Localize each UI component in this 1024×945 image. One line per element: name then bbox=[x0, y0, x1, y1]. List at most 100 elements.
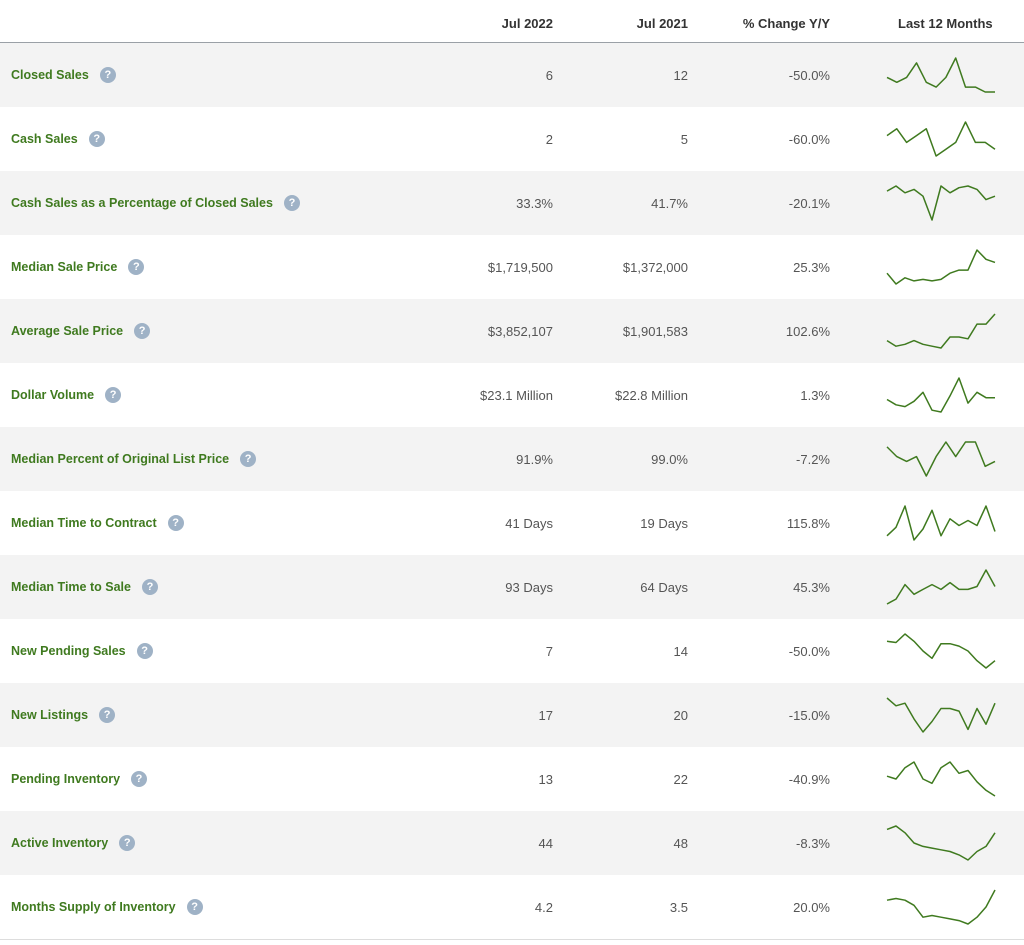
table-row: Median Time to Sale? 93 Days 64 Days 45.3% bbox=[0, 555, 1024, 619]
prior-value: 3.5 bbox=[669, 899, 688, 915]
metric-name-cell: Median Sale Price? bbox=[11, 235, 145, 299]
prior-value: $1,372,000 bbox=[622, 259, 688, 275]
metric-label: Dollar Volume bbox=[11, 388, 95, 402]
prior-value: 19 Days bbox=[640, 515, 688, 531]
sparkline-series bbox=[886, 633, 996, 669]
help-icon[interactable]: ? bbox=[99, 707, 116, 723]
metric-name-cell: New Listings? bbox=[11, 683, 116, 747]
current-value: 93 Days bbox=[505, 579, 553, 595]
metric-label: Median Sale Price bbox=[11, 260, 118, 274]
metric-name-cell: New Pending Sales? bbox=[11, 619, 153, 683]
prior-value: 14 bbox=[673, 643, 688, 659]
column-header-change: % Change Y/Y bbox=[742, 16, 830, 31]
current-value: $1,719,500 bbox=[487, 259, 553, 275]
trend-sparkline bbox=[886, 505, 996, 541]
change-value: 102.6% bbox=[785, 323, 830, 339]
metric-name-cell: Median Time to Contract? bbox=[11, 491, 184, 555]
metric-label: New Listings bbox=[11, 708, 89, 722]
table-bottom-divider bbox=[0, 939, 1024, 940]
current-value: 7 bbox=[545, 643, 553, 659]
current-value: 4.2 bbox=[534, 899, 553, 915]
sparkline-series bbox=[886, 505, 996, 541]
help-icon[interactable]: ? bbox=[119, 835, 136, 851]
sparkline-series bbox=[886, 761, 996, 797]
metric-name-cell: Average Sale Price? bbox=[11, 299, 151, 363]
metric-label: Median Percent of Original List Price bbox=[11, 452, 230, 466]
change-value: 20.0% bbox=[793, 899, 830, 915]
help-icon[interactable]: ? bbox=[136, 643, 153, 659]
help-icon[interactable]: ? bbox=[131, 771, 148, 787]
current-value: 13 bbox=[538, 771, 553, 787]
help-icon[interactable]: ? bbox=[283, 195, 300, 211]
change-value: -40.9% bbox=[788, 771, 830, 787]
trend-sparkline bbox=[886, 697, 996, 733]
trend-sparkline bbox=[886, 121, 996, 157]
trend-sparkline bbox=[886, 377, 995, 413]
prior-value: 12 bbox=[673, 67, 688, 83]
change-value: -20.1% bbox=[788, 195, 830, 211]
metric-label: Median Time to Sale bbox=[11, 580, 131, 594]
metric-name-cell: Pending Inventory? bbox=[11, 747, 148, 811]
metric-name-cell: Dollar Volume? bbox=[11, 363, 122, 427]
table-row: Months Supply of Inventory? 4.2 3.5 20.0% bbox=[0, 875, 1024, 939]
current-value: $23.1 Million bbox=[480, 387, 553, 403]
sparkline-series bbox=[886, 697, 996, 733]
current-value: $3,852,107 bbox=[487, 323, 553, 339]
metric-label: New Pending Sales bbox=[11, 644, 126, 658]
change-value: 25.3% bbox=[793, 259, 830, 275]
metric-label: Pending Inventory bbox=[11, 772, 121, 786]
help-icon[interactable]: ? bbox=[186, 899, 203, 915]
current-value: 44 bbox=[538, 835, 553, 851]
sparkline-series bbox=[886, 377, 995, 413]
change-value: 1.3% bbox=[800, 387, 830, 403]
help-icon[interactable]: ? bbox=[141, 579, 158, 595]
help-icon[interactable]: ? bbox=[88, 131, 105, 147]
prior-value: $1,901,583 bbox=[622, 323, 688, 339]
help-icon[interactable]: ? bbox=[167, 515, 184, 531]
metric-label: Cash Sales as a Percentage of Closed Sal… bbox=[11, 196, 273, 210]
trend-sparkline bbox=[886, 249, 996, 285]
current-value: 17 bbox=[538, 707, 553, 723]
change-value: -60.0% bbox=[788, 131, 830, 147]
change-value: -50.0% bbox=[788, 67, 830, 83]
current-value: 33.3% bbox=[516, 195, 553, 211]
change-value: -8.3% bbox=[796, 835, 830, 851]
column-header-current-period: Jul 2022 bbox=[501, 16, 553, 31]
metric-name-cell: Cash Sales? bbox=[11, 107, 105, 171]
prior-value: 48 bbox=[673, 835, 688, 851]
help-icon[interactable]: ? bbox=[105, 387, 122, 403]
change-value: 45.3% bbox=[793, 579, 830, 595]
table-row: Median Time to Contract? 41 Days 19 Days 11… bbox=[0, 491, 1024, 555]
current-value: 41 Days bbox=[505, 515, 553, 531]
metric-name-cell: Active Inventory? bbox=[11, 811, 136, 875]
table-row: Cash Sales as a Percentage of Closed Sal… bbox=[0, 171, 1024, 235]
sparkline-series bbox=[886, 185, 996, 221]
prior-value: 5 bbox=[680, 131, 688, 147]
metric-label: Median Time to Contract bbox=[11, 516, 157, 530]
table-row: Closed Sales? 6 12 -50.0% bbox=[0, 43, 1024, 107]
metric-label: Cash Sales bbox=[11, 132, 78, 146]
sparkline-series bbox=[886, 57, 995, 93]
change-value: 115.8% bbox=[786, 515, 830, 531]
trend-sparkline bbox=[886, 889, 996, 925]
trend-sparkline bbox=[886, 57, 995, 93]
trend-sparkline bbox=[886, 569, 996, 605]
prior-value: 41.7% bbox=[651, 195, 688, 211]
table-body: Closed Sales? 6 12 -50.0% Cash Sales? 2 5 -60.0… bbox=[0, 43, 1024, 939]
metric-name-cell: Closed Sales? bbox=[11, 43, 116, 107]
sparkline-series bbox=[886, 441, 996, 477]
help-icon[interactable]: ? bbox=[134, 323, 151, 339]
table-row: Pending Inventory? 13 22 -40.9% bbox=[0, 747, 1024, 811]
trend-sparkline bbox=[886, 441, 996, 477]
current-value: 2 bbox=[545, 131, 553, 147]
prior-value: $22.8 Million bbox=[615, 387, 688, 403]
table-row: Average Sale Price? $3,852,107 $1,901,583 1… bbox=[0, 299, 1024, 363]
help-icon[interactable]: ? bbox=[240, 451, 257, 467]
trend-sparkline bbox=[886, 313, 996, 349]
sparkline-series bbox=[886, 249, 996, 285]
help-icon[interactable]: ? bbox=[128, 259, 145, 275]
help-icon[interactable]: ? bbox=[99, 67, 116, 83]
table-row: Active Inventory? 44 48 -8.3% bbox=[0, 811, 1024, 875]
table-row: Cash Sales? 2 5 -60.0% bbox=[0, 107, 1024, 171]
